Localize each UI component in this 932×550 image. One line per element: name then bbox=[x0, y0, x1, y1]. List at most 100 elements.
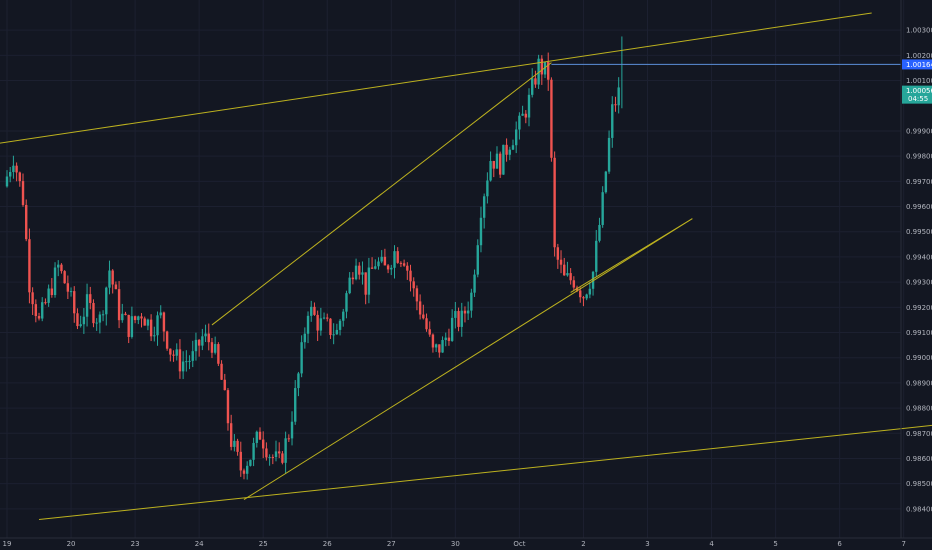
candle-body bbox=[108, 270, 111, 288]
candle-body bbox=[117, 289, 121, 321]
candle-body bbox=[217, 344, 220, 364]
candle-body bbox=[92, 302, 95, 324]
trendline-wedge-lower[interactable] bbox=[243, 218, 693, 500]
candle-body bbox=[66, 283, 70, 292]
candle-body bbox=[422, 314, 425, 319]
candle-body bbox=[518, 115, 521, 130]
candle-body bbox=[124, 313, 127, 315]
candle-body bbox=[50, 288, 54, 296]
time-tick-label: 4 bbox=[709, 540, 714, 548]
candle-body bbox=[444, 337, 447, 341]
candle-body bbox=[579, 290, 582, 298]
candle-body bbox=[287, 438, 291, 440]
candle-body bbox=[229, 423, 233, 447]
candle-body bbox=[598, 224, 601, 241]
time-tick-label: 2 bbox=[581, 540, 585, 548]
trendline-wedge-lower-2[interactable] bbox=[570, 218, 693, 293]
candle-body bbox=[447, 337, 451, 341]
candle-body bbox=[47, 288, 50, 303]
candle-body bbox=[607, 137, 611, 172]
candle-body bbox=[9, 172, 12, 177]
candle-body bbox=[572, 280, 576, 288]
candle-body bbox=[197, 339, 201, 346]
candle-body bbox=[466, 310, 470, 314]
candle-body bbox=[431, 334, 435, 348]
candle-body bbox=[21, 181, 25, 205]
candle-body bbox=[79, 324, 82, 327]
candle-body bbox=[569, 273, 572, 281]
candle-body bbox=[585, 294, 588, 299]
candle-body bbox=[614, 104, 617, 106]
candle-body bbox=[262, 439, 265, 449]
candle-body bbox=[191, 351, 194, 361]
candle-body bbox=[114, 284, 118, 290]
candle-body bbox=[278, 451, 281, 454]
time-tick-label: 26 bbox=[323, 540, 332, 548]
candle-body bbox=[60, 264, 63, 272]
time-tick-label: 27 bbox=[387, 540, 396, 548]
candle-body bbox=[34, 304, 38, 317]
candle-body bbox=[69, 291, 73, 293]
price-tick-label: 0.98400 bbox=[906, 505, 932, 513]
trendline-lower-channel[interactable] bbox=[38, 415, 932, 520]
candle-body bbox=[473, 274, 476, 293]
candle-body bbox=[457, 311, 460, 327]
candle-body bbox=[57, 264, 60, 268]
candle-body bbox=[364, 272, 367, 295]
candle-body bbox=[425, 318, 428, 330]
candle-body bbox=[345, 293, 348, 312]
candle-body bbox=[380, 256, 383, 262]
candle-body bbox=[242, 470, 246, 474]
candle-body bbox=[153, 335, 156, 337]
candle-body bbox=[396, 251, 399, 263]
candle-body bbox=[85, 294, 89, 317]
candle-body bbox=[255, 431, 258, 443]
candle-body bbox=[165, 331, 169, 349]
candle-body bbox=[18, 172, 22, 182]
candle-body bbox=[159, 312, 162, 316]
time-axis[interactable]: 1920232425262730Oct23456789 bbox=[3, 540, 932, 548]
candle-body bbox=[450, 317, 454, 341]
candle-body bbox=[537, 58, 540, 85]
candle-body bbox=[514, 129, 518, 146]
candle-body bbox=[137, 316, 140, 321]
candle-body bbox=[370, 267, 374, 269]
candle-body bbox=[406, 265, 409, 271]
candle-body bbox=[492, 161, 495, 169]
candle-body bbox=[441, 340, 444, 353]
candle-body bbox=[149, 319, 153, 337]
candle-body bbox=[470, 292, 473, 311]
candle-body bbox=[12, 165, 15, 173]
candle-body bbox=[553, 157, 556, 248]
candle-body bbox=[188, 360, 191, 362]
drawings-layer[interactable] bbox=[0, 12, 932, 520]
candle-body bbox=[358, 265, 361, 275]
candle-body bbox=[361, 272, 364, 275]
candle-body bbox=[601, 192, 604, 225]
candle-body bbox=[15, 165, 18, 173]
time-tick-label: 6 bbox=[837, 540, 842, 548]
candle-body bbox=[303, 333, 307, 343]
candle-body bbox=[73, 291, 76, 314]
candle-body bbox=[524, 113, 528, 118]
candle-body bbox=[300, 342, 303, 374]
trendline-upper-channel[interactable] bbox=[0, 12, 872, 144]
candle-body bbox=[332, 334, 335, 336]
candle-body bbox=[611, 104, 614, 138]
candle-body bbox=[201, 336, 204, 346]
candles-layer bbox=[5, 36, 623, 480]
current-price-label: 1.00056 bbox=[906, 87, 932, 95]
trendline-wedge-upper[interactable] bbox=[211, 62, 552, 326]
time-tick-label: 5 bbox=[773, 540, 777, 548]
candle-body bbox=[284, 438, 287, 463]
candle-body bbox=[348, 277, 351, 294]
candle-body bbox=[105, 287, 108, 315]
candle-body bbox=[245, 465, 249, 474]
candle-body bbox=[367, 267, 371, 295]
